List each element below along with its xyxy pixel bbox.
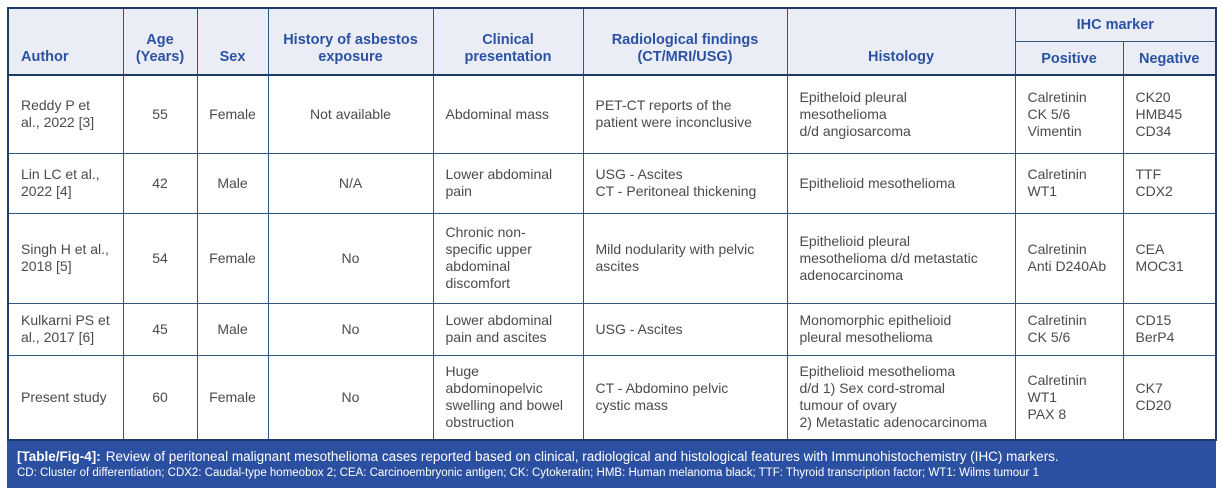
cell-age: 42 [122, 152, 198, 214]
cell-age: 60 [122, 354, 198, 441]
cell-ihc-positive: Calretinin CK 5/6 Vimentin [1014, 74, 1124, 154]
cell-radiological: USG - Ascites CT - Peritoneal thickening [582, 152, 788, 214]
col-header-histology: Histology [786, 7, 1016, 76]
cell-histology: Monomorphic epithelioid pleural mesothel… [786, 302, 1016, 356]
cell-sex: Female [196, 212, 269, 304]
cell-ihc-positive: Calretinin CK 5/6 [1014, 302, 1124, 356]
cell-radiological: PET-CT reports of the patient were incon… [582, 74, 788, 154]
table-row: Singh H et al., 2018 [5] 54 Female No Chroni… [7, 212, 1217, 304]
cell-asbestos: N/A [267, 152, 434, 214]
cell-age: 54 [122, 212, 198, 304]
cell-author: Present study [7, 354, 124, 441]
cell-ihc-negative: CD15 BerP4 [1122, 302, 1217, 356]
cell-asbestos: Not available [267, 74, 434, 154]
caption-bar: [Table/Fig-4]: Review of peritoneal malig… [7, 441, 1216, 488]
cell-asbestos: No [267, 212, 434, 304]
cell-clinical: Huge abdominopelvic swelling and bowel o… [432, 354, 584, 441]
cell-author: Kulkarni PS et al., 2017 [6] [7, 302, 124, 356]
cell-asbestos: No [267, 354, 434, 441]
table-row: Kulkarni PS et al., 2017 [6] 45 Male No Lowe… [7, 302, 1217, 356]
col-header-radiological: Radiological findings (CT/MRI/USG) [582, 7, 788, 76]
col-header-ihc-group: IHC marker [1014, 7, 1217, 42]
abbreviation-key: CD: Cluster of differentiation; CDX2: Ca… [17, 467, 1039, 479]
cell-ihc-negative: CK7 CD20 [1122, 354, 1217, 441]
cell-ihc-negative: CEA MOC31 [1122, 212, 1217, 304]
cell-ihc-negative: CK20 HMB45 CD34 [1122, 74, 1217, 154]
cell-radiological: USG - Ascites [582, 302, 788, 356]
cell-ihc-negative: TTF CDX2 [1122, 152, 1217, 214]
col-header-age: Age (Years) [122, 7, 198, 76]
table-row: Present study 60 Female No Huge abdominopelv… [7, 354, 1217, 441]
col-header-ihc-negative: Negative [1122, 41, 1217, 76]
cell-histology: Epithelioid mesothelioma d/d 1) Sex cord… [786, 354, 1016, 441]
cell-author: Lin LC et al., 2022 [4] [7, 152, 124, 214]
cell-histology: Epithelioid mesothelioma [786, 152, 1016, 214]
table-row: Lin LC et al., 2022 [4] 42 Male N/A Lower ab… [7, 152, 1217, 214]
col-header-sex: Sex [196, 7, 269, 76]
cell-clinical: Lower abdominal pain and ascites [432, 302, 584, 356]
col-header-author: Author [7, 7, 124, 76]
caption-tag: [Table/Fig-4]: [17, 449, 101, 464]
col-header-ihc-positive: Positive [1014, 41, 1124, 76]
cell-clinical: Abdominal mass [432, 74, 584, 154]
header-row-ihc: Positive Negative [8, 41, 1217, 76]
cell-ihc-positive: Calretinin WT1 [1014, 152, 1124, 214]
cell-asbestos: No [267, 302, 434, 356]
cell-author: Singh H et al., 2018 [5] [7, 212, 124, 304]
cell-histology: Epithelioid pleural mesothelioma d/d met… [786, 212, 1016, 304]
cell-radiological: CT - Abdomino pelvic cystic mass [582, 354, 788, 441]
table-header: Author Age (Years) Sex History of asbest… [7, 7, 1217, 76]
cell-ihc-positive: Calretinin Anti D240Ab [1014, 212, 1124, 304]
cell-sex: Female [196, 74, 269, 154]
cell-sex: Female [196, 354, 269, 441]
cell-radiological: Mild nodularity with pelvic ascites [582, 212, 788, 304]
header-row-main: Author Age (Years) Sex History of asbest… [7, 7, 1217, 76]
cell-sex: Male [196, 302, 269, 356]
caption-text: Review of peritoneal malignant mesotheli… [105, 449, 1059, 464]
table-body: Reddy P et al., 2022 [3] 55 Female Not avai… [7, 74, 1217, 441]
case-review-table: Author Age (Years) Sex History of asbest… [7, 7, 1217, 441]
cell-histology: Epitheloid pleural mesothelioma d/d angi… [786, 74, 1016, 154]
col-header-clinical: Clinical presentation [432, 7, 584, 76]
cell-age: 55 [122, 74, 198, 154]
cell-clinical: Chronic non- specific upper abdominal di… [432, 212, 584, 304]
col-header-asbestos: History of asbestos exposure [267, 7, 434, 76]
table-row: Reddy P et al., 2022 [3] 55 Female Not avai… [7, 74, 1217, 154]
cell-sex: Male [196, 152, 269, 214]
cell-age: 45 [122, 302, 198, 356]
cell-author: Reddy P et al., 2022 [3] [7, 74, 124, 154]
table-caption: [Table/Fig-4]: Review of peritoneal malig… [17, 447, 1206, 466]
cell-ihc-positive: Calretinin WT1 PAX 8 [1014, 354, 1124, 441]
cell-clinical: Lower abdominal pain [432, 152, 584, 214]
